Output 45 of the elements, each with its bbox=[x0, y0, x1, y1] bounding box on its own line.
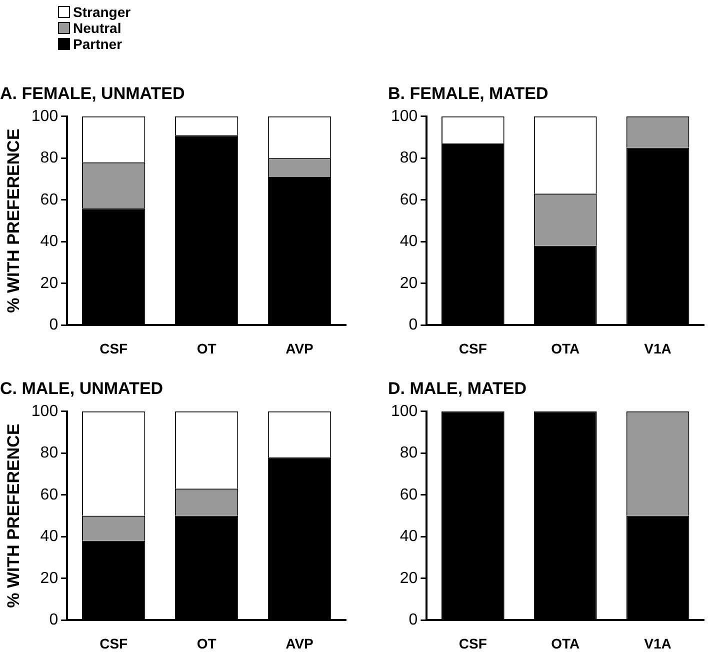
chart-title: A. FEMALE, UNMATED bbox=[0, 84, 185, 103]
y-tick-label: 60 bbox=[40, 191, 58, 208]
legend-label: Partner bbox=[72, 36, 124, 52]
x-tick-label: OT bbox=[196, 340, 217, 356]
y-tick-label: 0 bbox=[408, 316, 418, 334]
y-tick-label: 60 bbox=[40, 486, 58, 504]
y-tick-label: 80 bbox=[40, 444, 58, 462]
y-tick-label: 40 bbox=[40, 528, 58, 546]
chart-title: D. MALE, MATED bbox=[388, 378, 527, 398]
y-tick-label: 60 bbox=[400, 191, 418, 208]
x-tick-label: OT bbox=[196, 635, 217, 652]
y-tick-label: 60 bbox=[400, 486, 418, 504]
y-tick-label: 80 bbox=[400, 444, 418, 462]
y-tick-label: 40 bbox=[400, 528, 418, 546]
legend-label: Stranger bbox=[72, 4, 131, 20]
x-tick-label: CSF bbox=[458, 635, 488, 652]
y-tick-label: 20 bbox=[400, 274, 418, 292]
x-tick-label: V1A bbox=[644, 635, 672, 652]
x-tick-label: CSF bbox=[100, 340, 128, 356]
y-tick-label: 20 bbox=[400, 570, 418, 587]
legend-label: Neutral bbox=[72, 20, 122, 36]
y-tick-label: 80 bbox=[400, 150, 418, 167]
y-tick-label: 100 bbox=[390, 108, 418, 125]
y-tick-label: 0 bbox=[408, 612, 418, 629]
y-tick-label: 0 bbox=[49, 612, 58, 629]
x-tick-label: CSF bbox=[458, 340, 488, 356]
y-tick-label: 40 bbox=[400, 233, 418, 250]
y-tick-label: 40 bbox=[40, 233, 58, 250]
x-tick-label: OTA bbox=[551, 635, 580, 652]
x-tick-label: AVP bbox=[286, 340, 314, 356]
y-tick-label: 20 bbox=[40, 274, 58, 292]
y-tick-label: 20 bbox=[40, 570, 58, 587]
x-tick-label: CSF bbox=[100, 635, 128, 652]
y-tick-label: 100 bbox=[31, 402, 58, 420]
x-tick-label: OTA bbox=[551, 340, 580, 356]
x-tick-label: AVP bbox=[286, 635, 314, 652]
x-tick-label: V1A bbox=[644, 340, 672, 356]
y-tick-label: 80 bbox=[40, 150, 58, 167]
y-axis-title: % WITH PREFERENCE bbox=[4, 424, 23, 608]
chart-title: C. MALE, UNMATED bbox=[0, 378, 164, 398]
y-axis-title: % WITH PREFERENCE bbox=[4, 128, 23, 313]
chart-title: B. FEMALE, MATED bbox=[388, 84, 548, 103]
y-tick-label: 0 bbox=[49, 316, 58, 334]
y-tick-label: 100 bbox=[390, 402, 418, 420]
y-tick-label: 100 bbox=[31, 108, 58, 125]
